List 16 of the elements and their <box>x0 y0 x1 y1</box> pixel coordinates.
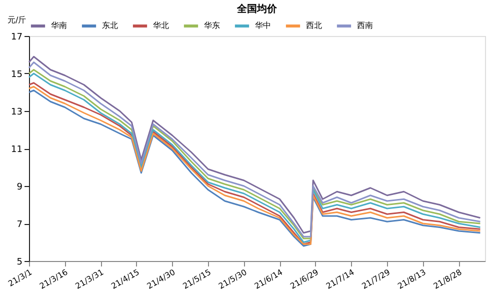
y-tick-label: 15 <box>11 70 22 80</box>
legend-label: 西南 <box>357 21 373 30</box>
chart-title: 全国均价 <box>236 3 278 15</box>
legend-label: 华中 <box>255 21 271 30</box>
legend-label: 西北 <box>306 21 322 30</box>
y-tick-label: 7 <box>16 220 22 230</box>
y-tick-label: 9 <box>16 182 23 192</box>
legend-label: 华南 <box>51 21 67 30</box>
y-tick-label: 17 <box>11 32 22 42</box>
y-axis-title: 元/斤 <box>8 16 26 24</box>
y-tick-label: 13 <box>11 108 22 118</box>
legend-label: 华东 <box>204 21 220 30</box>
legend-label: 华北 <box>153 21 169 30</box>
legend-label: 东北 <box>102 21 118 30</box>
y-tick-label: 11 <box>11 145 22 155</box>
y-tick-label: 5 <box>16 258 22 268</box>
